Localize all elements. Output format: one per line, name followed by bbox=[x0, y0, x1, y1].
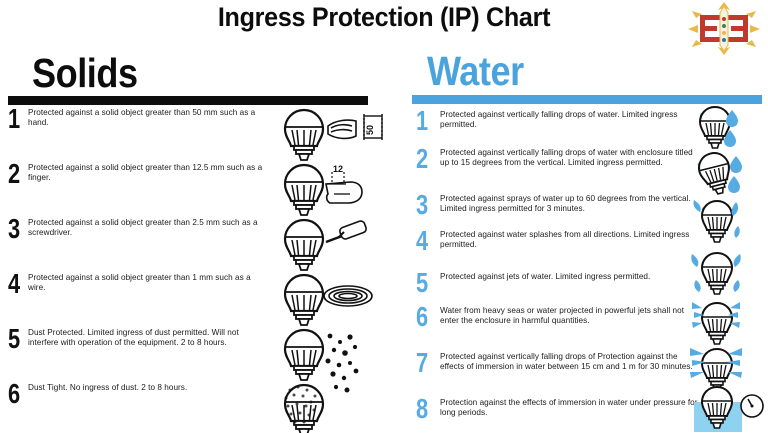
svg-text:50: 50 bbox=[365, 125, 375, 135]
bulb-spray-icon bbox=[693, 200, 740, 243]
item-description: Protected against vertically falling dro… bbox=[440, 148, 693, 168]
water-icon-column bbox=[690, 104, 768, 433]
svg-text:12: 12 bbox=[333, 164, 343, 174]
water-divider-bar bbox=[412, 95, 762, 104]
item-number: 3 bbox=[8, 213, 21, 244]
solids-icon-column: 50 12 bbox=[276, 106, 408, 433]
item-description: Protected against a solid object greater… bbox=[28, 163, 263, 183]
bulb-splash-icon bbox=[691, 252, 741, 295]
item-description: Protected against a solid object greater… bbox=[28, 273, 251, 293]
item-description: Protected against vertically falling dro… bbox=[440, 110, 678, 130]
bulb-powerful-jets-icon bbox=[690, 348, 742, 391]
item-number: 5 bbox=[8, 323, 21, 354]
bulb-with-screwdriver-icon bbox=[283, 218, 325, 272]
item-description: Protected against water splashes from al… bbox=[440, 230, 690, 250]
item-number: 2 bbox=[416, 143, 429, 174]
item-number: 1 bbox=[8, 103, 21, 134]
item-number: 3 bbox=[416, 189, 429, 220]
bulb-with-dust-particles-icon bbox=[283, 328, 325, 382]
item-number: 2 bbox=[8, 158, 21, 189]
item-number: 4 bbox=[416, 225, 429, 256]
item-description: Protection against the effects of immers… bbox=[440, 398, 698, 418]
item-number: 1 bbox=[416, 105, 429, 136]
item-description: Water from heavy seas or water projected… bbox=[440, 306, 685, 326]
item-description: Protected against sprays of water up to … bbox=[440, 194, 691, 214]
item-number: 8 bbox=[416, 393, 429, 424]
item-description: Dust Protected. Limited ingress of dust … bbox=[28, 328, 239, 348]
item-description: Protected against vertically falling dro… bbox=[440, 352, 693, 372]
solids-heading: Solids bbox=[32, 50, 138, 96]
item-number: 6 bbox=[8, 378, 21, 409]
item-number: 4 bbox=[8, 268, 21, 299]
item-number: 5 bbox=[416, 267, 429, 298]
item-description: Protected against a solid object greater… bbox=[28, 218, 258, 238]
water-heading: Water bbox=[427, 48, 524, 94]
bulb-dust-tight-icon bbox=[283, 383, 325, 433]
item-number: 7 bbox=[416, 347, 429, 378]
bulb-jets-icon bbox=[692, 302, 740, 345]
bulb-tilted-drops-icon bbox=[694, 148, 736, 198]
item-description: Dust Tight. No ingress of dust. 2 to 8 h… bbox=[28, 383, 188, 392]
bulb-with-hand-icon bbox=[283, 108, 325, 162]
item-description: Protected against a solid object greater… bbox=[28, 108, 256, 128]
solids-divider-bar bbox=[8, 96, 368, 105]
item-description: Protected against jets of water. Limited… bbox=[440, 272, 651, 281]
bulb-with-wire-icon bbox=[283, 273, 325, 327]
page-title: Ingress Protection (IP) Chart bbox=[217, 2, 551, 32]
bulb-with-finger-icon bbox=[283, 163, 325, 217]
item-number: 6 bbox=[416, 301, 429, 332]
company-emblem-logo bbox=[686, 1, 762, 56]
bulb-water-drops-icon bbox=[699, 106, 738, 149]
